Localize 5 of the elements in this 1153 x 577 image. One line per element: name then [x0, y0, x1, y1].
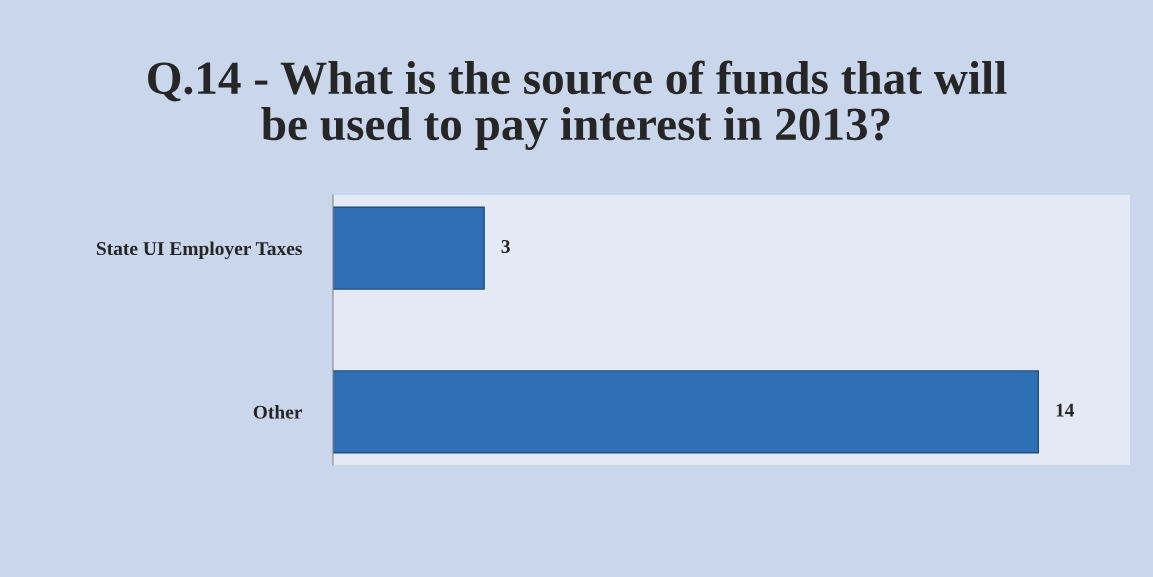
y-tick-label: Other: [253, 405, 303, 419]
chart-title: Q.14 - What is the source of funds that will be used to pay interest in 2013?: [148, 60, 1007, 151]
data-label: 3: [501, 239, 510, 254]
data-label: 14: [1056, 403, 1075, 417]
y-tick-label: State UI Employer Taxes: [96, 241, 302, 260]
